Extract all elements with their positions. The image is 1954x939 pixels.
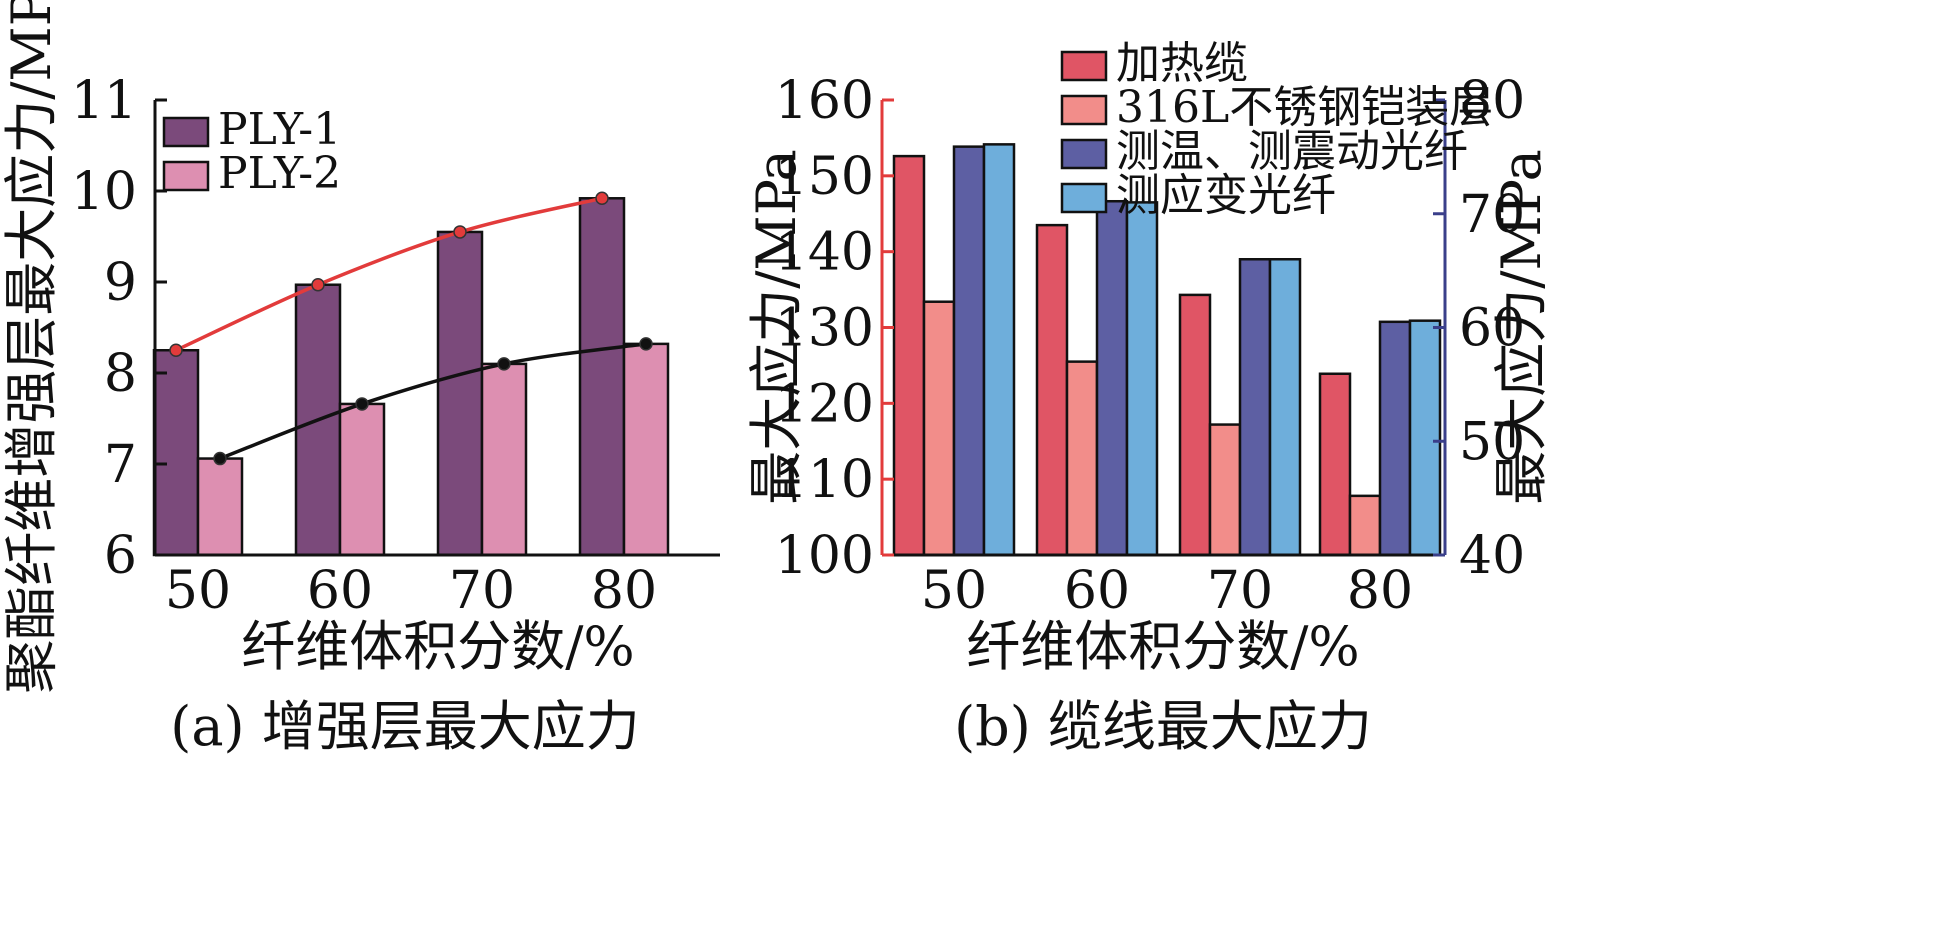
- bar-series4-60: [1125, 201, 1159, 557]
- bar-series3-70: [1238, 258, 1272, 557]
- bar-series1-80: [1318, 372, 1352, 557]
- bar-series3-80: [1378, 320, 1412, 557]
- bar-series1-60: [1035, 223, 1069, 557]
- panel-a-bars: [152, 197, 670, 557]
- x-tick-label: 50: [921, 561, 987, 621]
- x-tick-label: 60: [307, 561, 373, 621]
- trend-point-ply-2-50: [213, 451, 227, 466]
- x-tick-label: 60: [1064, 561, 1130, 621]
- right-y-tick-label: 50: [1459, 412, 1525, 472]
- right-y-tick-label: 70: [1459, 185, 1525, 245]
- bar-series2-60: [1065, 360, 1099, 557]
- bar-series4-80: [1408, 319, 1442, 557]
- panel-a-x-ticks: 50 60 70 80: [165, 561, 657, 621]
- y-tick-label: 10: [71, 162, 137, 222]
- left-y-tick-label: 130: [775, 299, 874, 359]
- x-tick-label: 70: [449, 561, 515, 621]
- bar-ply-1-80: [578, 197, 626, 557]
- panel-b-left-y-axis-title: 最大应力/MPa: [745, 149, 808, 505]
- bar-ply-1-70: [436, 230, 484, 557]
- legend-swatch-series1: [1060, 50, 1108, 82]
- panel-b-caption: (b) 缆线最大应力: [954, 695, 1372, 758]
- y-tick-label: 6: [104, 526, 137, 586]
- y-tick-label: 11: [71, 71, 137, 131]
- panel-b-left-y-ticks: 100 110 120 130 140 150 160: [775, 71, 894, 586]
- trend-line-ply-1: [175, 196, 603, 352]
- y-tick-label: 9: [104, 253, 137, 313]
- panel-a-x-axis-title: 纤维体积分数/%: [241, 615, 635, 678]
- legend-swatch-ply-1: [162, 116, 210, 148]
- bar-ply-2-50: [196, 457, 244, 557]
- trend-point-ply-2-80: [639, 337, 653, 351]
- trend-point-ply-2-70: [497, 357, 511, 371]
- panel-a-y-ticks: 6 7 8 9 10 11: [71, 71, 167, 586]
- legend-label-series2: 316L不锈钢铠装层: [1116, 82, 1493, 133]
- left-y-tick-label: 140: [775, 223, 874, 283]
- left-y-tick-label: 120: [775, 374, 874, 434]
- legend-swatch-series4: [1060, 182, 1108, 214]
- x-tick-label: 80: [591, 561, 657, 621]
- right-y-tick-label: 40: [1459, 526, 1525, 586]
- panel-b-right-y-axis-title: 最大应力/MPa: [1490, 149, 1553, 505]
- legend-label-ply-1: PLY-1: [218, 104, 341, 155]
- right-y-tick-label: 80: [1459, 71, 1525, 131]
- bar-series4-70: [1268, 258, 1302, 557]
- trend-point-ply-2-60: [355, 397, 369, 411]
- legend-swatch-series3: [1060, 138, 1108, 170]
- bar-series2-80: [1348, 494, 1382, 557]
- trend-point-ply-1-80: [595, 191, 609, 206]
- trend-point-ply-1-50: [169, 343, 183, 357]
- bar-series3-60: [1095, 199, 1129, 557]
- bar-series1-70: [1178, 293, 1212, 557]
- panel-b-bars: [892, 143, 1442, 557]
- left-y-tick-label: 110: [775, 450, 874, 510]
- bar-ply-1-50: [152, 349, 200, 557]
- legend-label-series3: 测温、测震动光纤: [1116, 126, 1468, 177]
- right-y-tick-label: 60: [1459, 299, 1525, 359]
- legend-label-series1: 加热缆: [1116, 38, 1248, 89]
- trend-line-ply-2: [219, 342, 647, 461]
- panel-a-caption: (a) 增强层最大应力: [170, 695, 640, 758]
- bar-series4-50: [982, 143, 1016, 557]
- x-tick-label: 50: [165, 561, 231, 621]
- panel-a-y-axis-title: 聚酯纤维增强层最大应力/MPa: [0, 0, 63, 694]
- panel-a-trend-lines: [169, 191, 653, 466]
- bar-series1-50: [892, 154, 926, 557]
- x-tick-label: 70: [1207, 561, 1273, 621]
- panel-b-right-y-ticks: 40 50 60 70 80: [1433, 71, 1525, 586]
- panel-b-x-axis-title: 纤维体积分数/%: [966, 615, 1360, 678]
- legend-swatch-ply-2: [162, 160, 210, 192]
- x-tick-label: 80: [1347, 561, 1413, 621]
- bar-ply-2-80: [622, 342, 670, 557]
- legend-label-ply-2: PLY-2: [218, 148, 341, 199]
- trend-point-ply-1-70: [453, 225, 467, 239]
- panel-b-chart: 100 110 120 130 140 150 160 40 50 60 70 80 50 60 70 8…: [745, 38, 1553, 758]
- panel-b-x-ticks: 50 60 70 80: [921, 561, 1413, 621]
- bar-series3-50: [952, 145, 986, 557]
- trend-point-ply-1-60: [311, 277, 325, 292]
- legend-swatch-series2: [1060, 94, 1108, 126]
- y-tick-label: 8: [104, 344, 137, 404]
- left-y-tick-label: 100: [775, 526, 874, 586]
- bar-series2-70: [1208, 423, 1242, 557]
- left-y-tick-label: 150: [775, 147, 874, 207]
- bar-ply-2-60: [338, 402, 386, 557]
- y-tick-label: 7: [104, 435, 137, 495]
- bar-series2-50: [922, 300, 956, 557]
- left-y-tick-label: 160: [775, 71, 874, 131]
- bar-ply-2-70: [480, 362, 528, 557]
- legend-label-series4: 测应变光纤: [1116, 170, 1336, 221]
